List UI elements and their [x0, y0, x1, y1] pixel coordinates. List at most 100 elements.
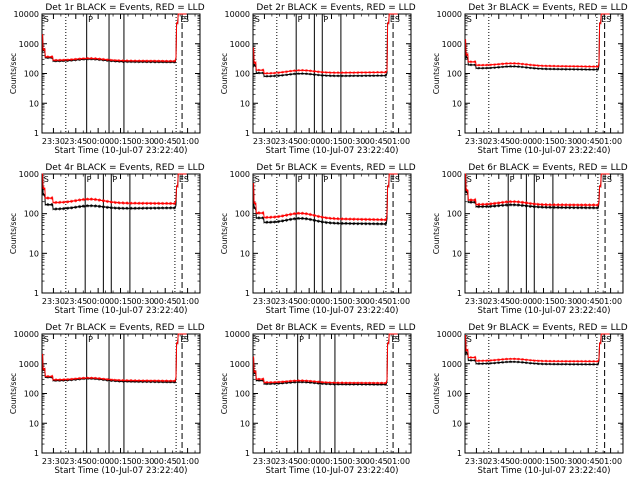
- y-tick-label: 10000: [225, 330, 250, 339]
- y-tick-label: 1: [34, 289, 39, 298]
- marker-letter: S: [184, 335, 189, 344]
- marker-letter: S: [467, 15, 472, 24]
- x-tick-label: 23:45: [487, 297, 510, 306]
- x-tick-label: 00:45: [154, 297, 177, 306]
- x-axis-label: Start Time (10-Jul-07 23:22:40): [478, 466, 611, 476]
- x-tick-label: 01:00: [387, 137, 410, 146]
- x-tick-label: 23:30: [253, 297, 276, 306]
- x-tick-label: 00:00: [510, 457, 533, 466]
- marker-letter: E: [180, 335, 185, 344]
- x-tick-label: 23:45: [64, 137, 87, 146]
- marker-letter: P: [88, 335, 93, 344]
- panel-3: Det 3r BLACK = Events, RED = LLD 1 10 100 10…: [432, 3, 628, 156]
- marker-letter: E: [390, 15, 395, 24]
- panel-5: Det 5r BLACK = Events, RED = LLD 1 10 100 10…: [220, 163, 416, 316]
- marker-letter: P: [510, 175, 515, 184]
- y-tick-label: 10000: [437, 330, 462, 339]
- series-lld: [465, 173, 610, 207]
- x-tick-label: 00:30: [554, 297, 577, 306]
- x-tick-label: 00:15: [320, 137, 343, 146]
- x-axis-label: Start Time (10-Jul-07 23:22:40): [55, 306, 188, 316]
- marker-letter: S: [184, 15, 189, 24]
- y-axis-label: Counts/sec: [432, 53, 441, 94]
- y-tick-label: 100: [447, 210, 462, 219]
- series-lld: [464, 13, 610, 69]
- x-tick-label: 23:30: [253, 457, 276, 466]
- marker-letter: S: [255, 335, 260, 344]
- y-tick-label: 1: [457, 289, 462, 298]
- x-tick-label: 23:30: [42, 297, 65, 306]
- y-tick-label: 100: [447, 70, 462, 79]
- x-tick-label: 00:15: [109, 137, 132, 146]
- marker-letter: E: [602, 175, 607, 184]
- marker-letter: S: [606, 335, 611, 344]
- y-tick-label: 100: [235, 70, 250, 79]
- panel-title: Det 5r BLACK = Events, RED = LLD: [256, 163, 415, 173]
- x-tick-label: 00:30: [342, 457, 365, 466]
- x-tick-label: 00:30: [131, 457, 154, 466]
- series-events: [464, 13, 610, 72]
- x-tick-label: 00:45: [577, 457, 600, 466]
- x-tick-label: 00:45: [154, 457, 177, 466]
- series-lld: [41, 333, 187, 383]
- series-events: [41, 333, 187, 384]
- x-tick-label: 23:30: [253, 137, 276, 146]
- marker-letter: E: [601, 335, 606, 344]
- panel-7: Det 7r BLACK = Events, RED = LLD 1 10 100 10…: [9, 323, 205, 476]
- marker-letter: P: [323, 175, 328, 184]
- x-tick-label: 00:15: [532, 297, 555, 306]
- series-events: [252, 173, 398, 226]
- panel-1: Det 1r BLACK = Events, RED = LLD 1 10 100 10…: [9, 3, 205, 156]
- x-tick-label: 00:30: [342, 137, 365, 146]
- y-tick-label: 1000: [19, 360, 39, 369]
- y-tick-label: 1000: [230, 360, 250, 369]
- marker-letter: P: [298, 175, 303, 184]
- y-tick-label: 10000: [14, 10, 39, 19]
- x-tick-label: 01:00: [387, 297, 410, 306]
- x-tick-label: 01:00: [599, 137, 622, 146]
- x-tick-label: 01:00: [176, 297, 199, 306]
- y-axis-label: Counts/sec: [220, 373, 229, 414]
- x-tick-label: 23:30: [465, 457, 488, 466]
- y-tick-label: 10000: [14, 330, 39, 339]
- marker-letter: S: [44, 335, 49, 344]
- x-tick-label: 01:00: [176, 137, 199, 146]
- x-tick-label: 23:45: [64, 457, 87, 466]
- panel-8: Det 8r BLACK = Events, RED = LLD 1 10 100 10…: [220, 323, 416, 476]
- x-tick-label: 00:30: [131, 137, 154, 146]
- marker-letter: S: [395, 15, 400, 24]
- x-tick-label: 23:30: [465, 297, 488, 306]
- y-tick-label: 1000: [230, 40, 250, 49]
- series-lld: [252, 333, 398, 385]
- marker-letter: P: [88, 15, 93, 24]
- y-tick-label: 10: [29, 419, 39, 428]
- y-tick-label: 10: [452, 249, 462, 258]
- y-tick-label: 1000: [442, 40, 462, 49]
- y-tick-label: 1000: [19, 170, 39, 179]
- y-tick-label: 10: [452, 419, 462, 428]
- series-lld: [42, 173, 187, 206]
- x-tick-label: 23:45: [275, 137, 298, 146]
- series-events: [464, 333, 610, 366]
- x-tick-label: 01:00: [387, 457, 410, 466]
- panel-9: Det 9r BLACK = Events, RED = LLD 1 10 100 10…: [432, 323, 628, 476]
- y-tick-label: 10: [29, 99, 39, 108]
- x-tick-label: 01:00: [176, 457, 199, 466]
- marker-letter: E: [391, 335, 396, 344]
- x-tick-label: 00:15: [320, 457, 343, 466]
- x-tick-label: 23:30: [42, 457, 65, 466]
- marker-letter: S: [44, 175, 49, 184]
- y-tick-label: 1: [457, 129, 462, 138]
- y-axis-label: Counts/sec: [220, 53, 229, 94]
- marker-letter: P: [87, 175, 92, 184]
- y-tick-label: 1000: [442, 360, 462, 369]
- marker-letter: E: [390, 175, 395, 184]
- y-axis-label: Counts/sec: [432, 213, 441, 254]
- y-tick-label: 10: [240, 249, 250, 258]
- y-tick-label: 1: [34, 449, 39, 458]
- y-tick-label: 1000: [230, 170, 250, 179]
- series-lld: [464, 333, 610, 363]
- x-tick-label: 01:00: [599, 297, 622, 306]
- series-lld: [252, 173, 398, 222]
